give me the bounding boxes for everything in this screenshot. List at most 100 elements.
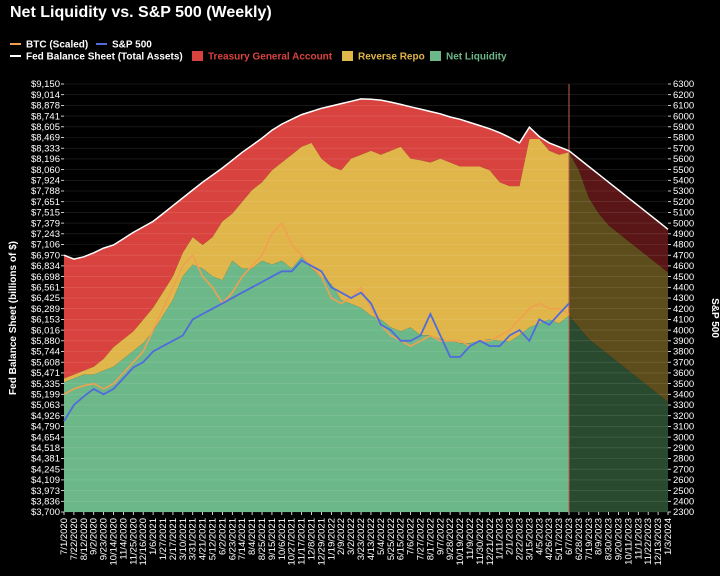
right-tick-label: 5900 — [673, 122, 694, 133]
x-tick-label: 8/30/2023 — [604, 518, 615, 560]
right-tick-label: 5000 — [673, 218, 694, 229]
left-tick-label: $5,608 — [31, 357, 60, 368]
y-axis-label-left: Fed Balance Sheet (billions of $) — [8, 241, 19, 395]
left-tick-label: $6,016 — [31, 325, 60, 336]
right-tick-label: 4300 — [673, 293, 694, 304]
legend-patch-swatch — [430, 51, 441, 61]
tga-area — [64, 98, 569, 379]
legend-item: S&P 500 — [96, 40, 152, 51]
left-tick-label: $6,425 — [31, 293, 60, 304]
right-tick-label: 5400 — [673, 176, 694, 187]
left-tick-label: $5,335 — [31, 379, 60, 390]
x-tick-label: 10/6/2021 — [277, 518, 288, 560]
x-tick-label: 11/9/2022 — [465, 518, 476, 560]
x-tick-label: 1/3/2024 — [663, 518, 674, 555]
x-tick-label: 8/17/2022 — [425, 518, 436, 560]
left-tick-label: $5,744 — [31, 347, 60, 358]
x-tick-label: 9/20/2023 — [614, 518, 625, 560]
left-tick-label: $6,289 — [31, 304, 60, 315]
left-tick-label: $4,926 — [31, 411, 60, 422]
right-tick-label: 5100 — [673, 208, 694, 219]
right-tick-label: 5200 — [673, 197, 694, 208]
x-tick-label: 4/21/2021 — [198, 518, 209, 560]
left-tick-label: $7,788 — [31, 186, 60, 197]
left-tick-label: $8,741 — [31, 111, 60, 122]
x-tick-label: 5/4/2022 — [376, 518, 387, 555]
x-tick-label: 12/16/2020 — [138, 518, 149, 566]
x-tick-label: 9/28/2022 — [445, 518, 456, 560]
sp500-line — [63, 259, 570, 422]
right-tick-label: 6000 — [673, 111, 694, 122]
right-axis: 2300240025002600270028002900300031003200… — [668, 79, 694, 518]
x-tick-label: 8/4/2021 — [247, 518, 258, 555]
reverse-repo-projection-area — [569, 152, 668, 403]
right-tick-label: 4200 — [673, 304, 694, 315]
x-tick-label: 11/4/2020 — [118, 518, 129, 560]
x-tick-label: 1/11/2023 — [495, 518, 506, 560]
x-tick-label: 9/15/2021 — [267, 518, 278, 560]
legend-label: Net Liquidity — [446, 52, 507, 63]
left-tick-label: $7,379 — [31, 218, 60, 229]
x-tick-label: 2/17/2021 — [168, 518, 179, 560]
left-tick-label: $3,973 — [31, 486, 60, 497]
right-tick-label: 3900 — [673, 336, 694, 347]
x-tick-label: 3/23/2022 — [356, 518, 367, 560]
x-tick-label: 11/22/2023 — [643, 518, 654, 565]
left-tick-label: $5,471 — [31, 368, 60, 379]
x-tick-label: 7/14/2021 — [237, 518, 248, 560]
x-tick-label: 9/2/2020 — [89, 518, 100, 555]
left-tick-label: $7,924 — [31, 176, 60, 187]
right-tick-label: 6100 — [673, 101, 694, 112]
x-tick-label: 5/12/2021 — [208, 518, 219, 560]
right-tick-label: 6200 — [673, 90, 694, 101]
net-liquidity-area — [64, 256, 569, 512]
right-tick-label: 2300 — [673, 507, 694, 518]
left-tick-label: $8,605 — [31, 122, 60, 133]
legend-label: Fed Balance Sheet (Total Assets) — [26, 52, 183, 63]
right-tick-label: 2900 — [673, 443, 694, 454]
legend-item: Reverse Repo — [342, 51, 425, 63]
x-tick-label: 10/14/2020 — [109, 518, 120, 566]
x-tick-label: 12/8/2021 — [307, 518, 318, 560]
fed-balance-sheet-line — [63, 98, 669, 260]
x-tick-label: 5/17/2023 — [554, 518, 565, 560]
right-tick-label: 3000 — [673, 432, 694, 443]
left-tick-label: $6,834 — [31, 261, 60, 272]
left-tick-label: $5,199 — [31, 390, 60, 401]
x-tick-label: 3/10/2021 — [178, 518, 189, 560]
x-tick-label: 8/9/2023 — [594, 518, 605, 555]
x-tick-label: 7/6/2022 — [406, 518, 417, 555]
x-tick-label: 4/13/2022 — [366, 518, 377, 560]
left-tick-label: $7,515 — [31, 208, 60, 219]
left-tick-label: $9,014 — [31, 90, 60, 101]
left-tick-label: $8,878 — [31, 101, 60, 112]
legend-item: BTC (Scaled) — [10, 40, 88, 51]
left-tick-label: $4,790 — [31, 422, 60, 433]
x-tick-label: 4/26/2023 — [544, 518, 555, 560]
left-tick-label: $6,153 — [31, 315, 60, 326]
legend-patch-swatch — [192, 51, 203, 61]
left-tick-label: $8,196 — [31, 154, 60, 165]
right-tick-label: 3500 — [673, 379, 694, 390]
right-tick-label: 5700 — [673, 143, 694, 154]
x-tick-label: 12/13/2023 — [653, 518, 664, 566]
right-tick-label: 2800 — [673, 454, 694, 465]
legend-label: S&P 500 — [112, 40, 152, 51]
left-tick-label: $4,245 — [31, 464, 60, 475]
legend-patch-swatch — [342, 51, 353, 61]
left-tick-label: $8,333 — [31, 143, 60, 154]
right-tick-label: 4700 — [673, 250, 694, 261]
right-tick-label: 5500 — [673, 165, 694, 176]
right-tick-label: 3800 — [673, 347, 694, 358]
x-tick-label: 6/15/2022 — [396, 518, 407, 560]
right-tick-label: 4600 — [673, 261, 694, 272]
right-tick-label: 6300 — [673, 79, 694, 90]
x-tick-label: 7/1/2020 — [59, 518, 70, 555]
x-tick-label: 6/2/2021 — [217, 518, 228, 555]
left-tick-label: $3,836 — [31, 497, 60, 508]
left-tick-label: $6,970 — [31, 250, 60, 261]
x-tick-label: 1/19/2022 — [326, 518, 337, 560]
reverse-repo-area — [64, 139, 569, 383]
